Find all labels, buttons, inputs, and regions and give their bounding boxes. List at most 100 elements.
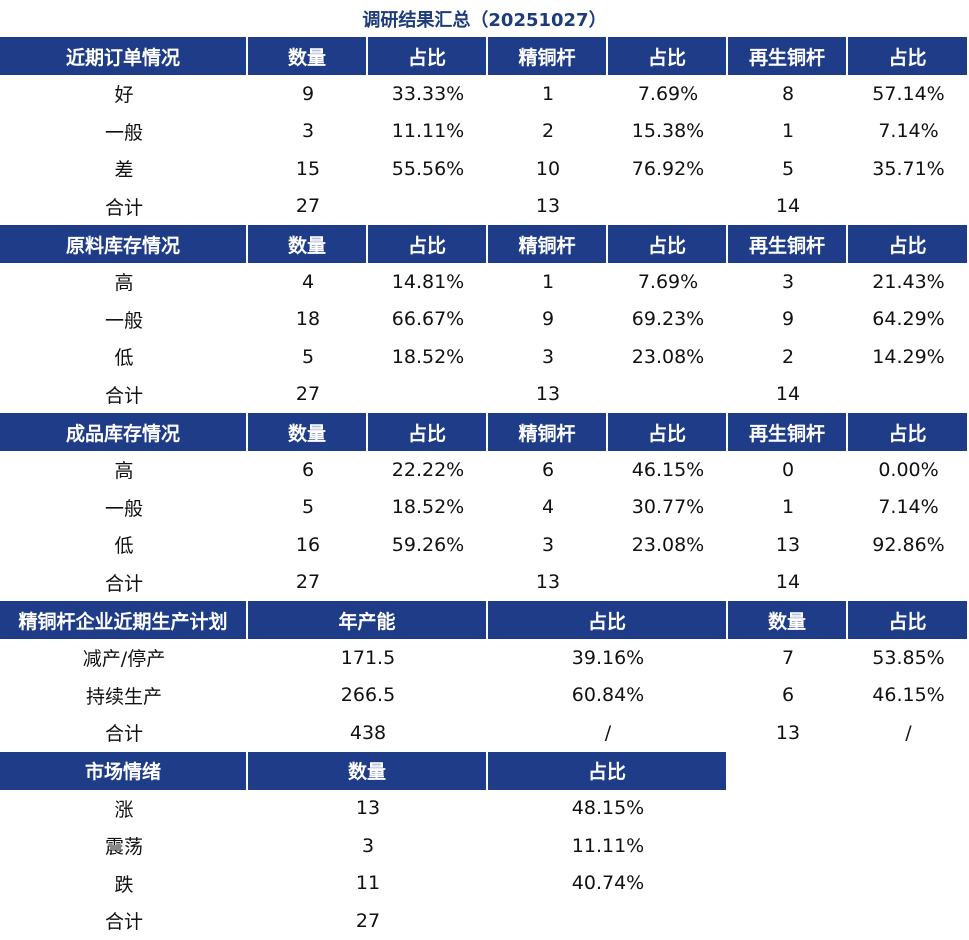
data-cell: 一般 <box>104 309 143 332</box>
data-cell: 1 <box>781 120 795 143</box>
header-cell: 精铜杆企业近期生产计划 <box>0 601 248 639</box>
data-cell: 高 <box>114 272 134 295</box>
header-cell: 精铜杆 <box>488 225 608 263</box>
data-cell: 合计 <box>104 572 143 595</box>
data-cell: 好 <box>114 84 134 107</box>
data-cell: 48.15% <box>571 797 645 820</box>
data-cell: 76.92% <box>631 157 705 180</box>
data-cell: 27 <box>295 383 321 406</box>
data-cell: 14 <box>775 195 801 218</box>
data-cell: 53.85% <box>872 646 945 669</box>
data-cell: 18.52% <box>391 345 465 368</box>
data-cell: 3 <box>781 270 795 293</box>
header-cell: 占比 <box>848 601 969 639</box>
data-cell: 低 <box>114 535 134 558</box>
header-cell: 占比 <box>848 413 969 451</box>
data-cell: 13 <box>355 797 381 820</box>
data-cell: 39.16% <box>571 646 645 669</box>
header-cell: 数量 <box>248 225 368 263</box>
header-cell: 占比 <box>488 751 728 790</box>
data-cell: 差 <box>114 159 134 182</box>
header-cell: 占比 <box>608 413 728 451</box>
data-cell: / <box>905 721 912 744</box>
data-cell: 9 <box>541 308 555 331</box>
header-cell: 成品库存情况 <box>0 413 248 451</box>
data-cell: 震荡 <box>104 836 143 859</box>
data-cell: 9 <box>301 82 315 105</box>
data-cell: 3 <box>361 834 375 857</box>
data-cell: 5 <box>301 345 315 368</box>
header-cell: 年产能 <box>248 601 488 639</box>
data-cell: 2 <box>541 120 555 143</box>
data-cell: 92.86% <box>872 533 945 556</box>
data-cell: 合计 <box>104 723 143 746</box>
data-cell: 23.08% <box>631 345 705 368</box>
header-cell: 占比 <box>368 225 488 263</box>
data-cell: 21.43% <box>872 270 945 293</box>
data-cell: 8 <box>781 82 795 105</box>
data-cell: 23.08% <box>631 533 705 556</box>
header-cell: 数量 <box>248 37 368 75</box>
data-cell: 16 <box>295 533 321 556</box>
data-cell: 30.77% <box>631 496 705 519</box>
data-cell: 18.52% <box>391 496 465 519</box>
data-cell: 14.81% <box>391 270 465 293</box>
data-cell: 一般 <box>104 497 143 520</box>
data-cell: 13 <box>775 721 801 744</box>
data-cell: 13 <box>535 195 561 218</box>
header-cell: 占比 <box>488 601 728 639</box>
data-cell: 合计 <box>104 384 143 407</box>
data-cell: 9 <box>781 308 795 331</box>
data-cell: 69.23% <box>631 308 705 331</box>
header-cell: 近期订单情况 <box>0 37 248 75</box>
table-title: 调研结果汇总（20251027） <box>362 9 607 31</box>
data-cell: 低 <box>114 347 134 370</box>
data-cell: 4 <box>301 270 315 293</box>
header-cell: 数量 <box>248 751 488 790</box>
data-cell: 11.11% <box>571 834 645 857</box>
data-cell: 3 <box>541 533 555 556</box>
data-cell: 持续生产 <box>85 685 162 708</box>
data-cell: 438 <box>349 721 387 744</box>
data-cell: 57.14% <box>872 82 945 105</box>
data-cell: 0.00% <box>878 458 939 481</box>
data-cell: 13 <box>535 383 561 406</box>
data-cell: 33.33% <box>391 82 465 105</box>
data-cell: 14 <box>775 571 801 594</box>
header-cell: 再生铜杆 <box>728 413 848 451</box>
data-cell: 35.71% <box>872 157 945 180</box>
data-cell: 合计 <box>104 196 143 219</box>
header-cell: 再生铜杆 <box>728 225 848 263</box>
header-cell: 占比 <box>848 225 969 263</box>
header-cell: 占比 <box>848 37 969 75</box>
data-cell: 11.11% <box>391 120 465 143</box>
data-cell: 10 <box>535 157 561 180</box>
data-cell: 266.5 <box>340 684 396 707</box>
data-cell: 18 <box>295 308 321 331</box>
data-cell: 3 <box>541 345 555 368</box>
data-cell: 7 <box>781 646 795 669</box>
header-cell: 占比 <box>368 37 488 75</box>
data-cell: 7.14% <box>878 120 939 143</box>
header-cell: 占比 <box>608 37 728 75</box>
header-cell: 原料库存情况 <box>0 225 248 263</box>
data-cell: 7.14% <box>878 496 939 519</box>
data-cell: 4 <box>541 496 555 519</box>
header-cell: 数量 <box>728 601 848 639</box>
data-cell: 1 <box>541 82 555 105</box>
data-cell: 6 <box>541 458 555 481</box>
data-cell: 22.22% <box>391 458 465 481</box>
data-cell: 高 <box>114 460 134 483</box>
data-cell: 15 <box>295 157 321 180</box>
data-cell: 27 <box>295 195 321 218</box>
data-cell: 40.74% <box>571 872 645 895</box>
data-cell: 60.84% <box>571 684 645 707</box>
data-cell: 跌 <box>114 873 134 896</box>
header-cell: 占比 <box>608 225 728 263</box>
data-cell: 5 <box>301 496 315 519</box>
data-cell: 13 <box>775 533 801 556</box>
data-cell: 6 <box>301 458 315 481</box>
data-cell: 14 <box>775 383 801 406</box>
data-cell: 合计 <box>104 911 143 934</box>
data-cell: 0 <box>781 458 795 481</box>
